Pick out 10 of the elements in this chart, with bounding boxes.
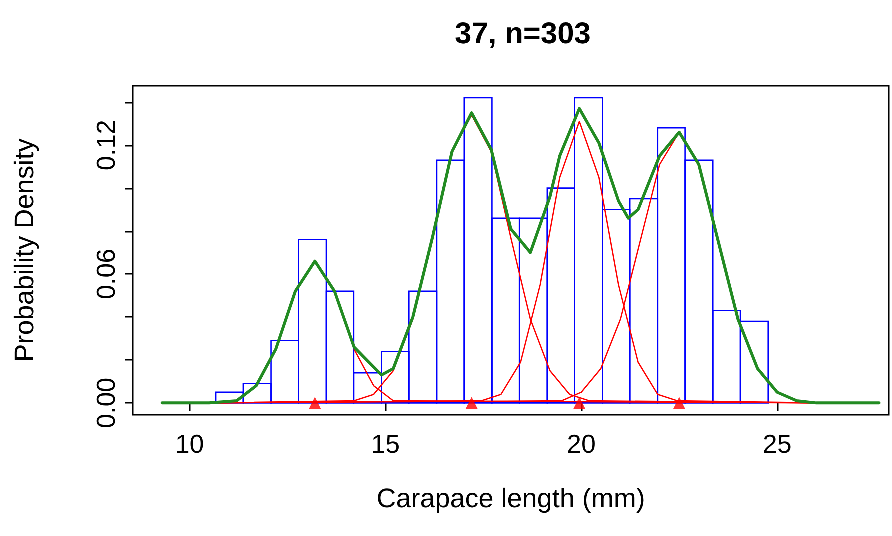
x-tick-label: 15 bbox=[371, 429, 400, 459]
x-tick-label: 10 bbox=[175, 429, 204, 459]
x-tick-label: 20 bbox=[567, 429, 596, 459]
y-tick-label: 0.12 bbox=[91, 120, 121, 171]
chart-title: 37, n=303 bbox=[455, 18, 591, 50]
x-tick-label: 25 bbox=[762, 429, 792, 459]
y-tick-label: 0.00 bbox=[91, 378, 121, 428]
y-axis-title: Probability Density bbox=[10, 138, 40, 362]
y-tick-label: 0.06 bbox=[91, 248, 121, 300]
x-axis-title: Carapace length (mm) bbox=[376, 484, 646, 514]
